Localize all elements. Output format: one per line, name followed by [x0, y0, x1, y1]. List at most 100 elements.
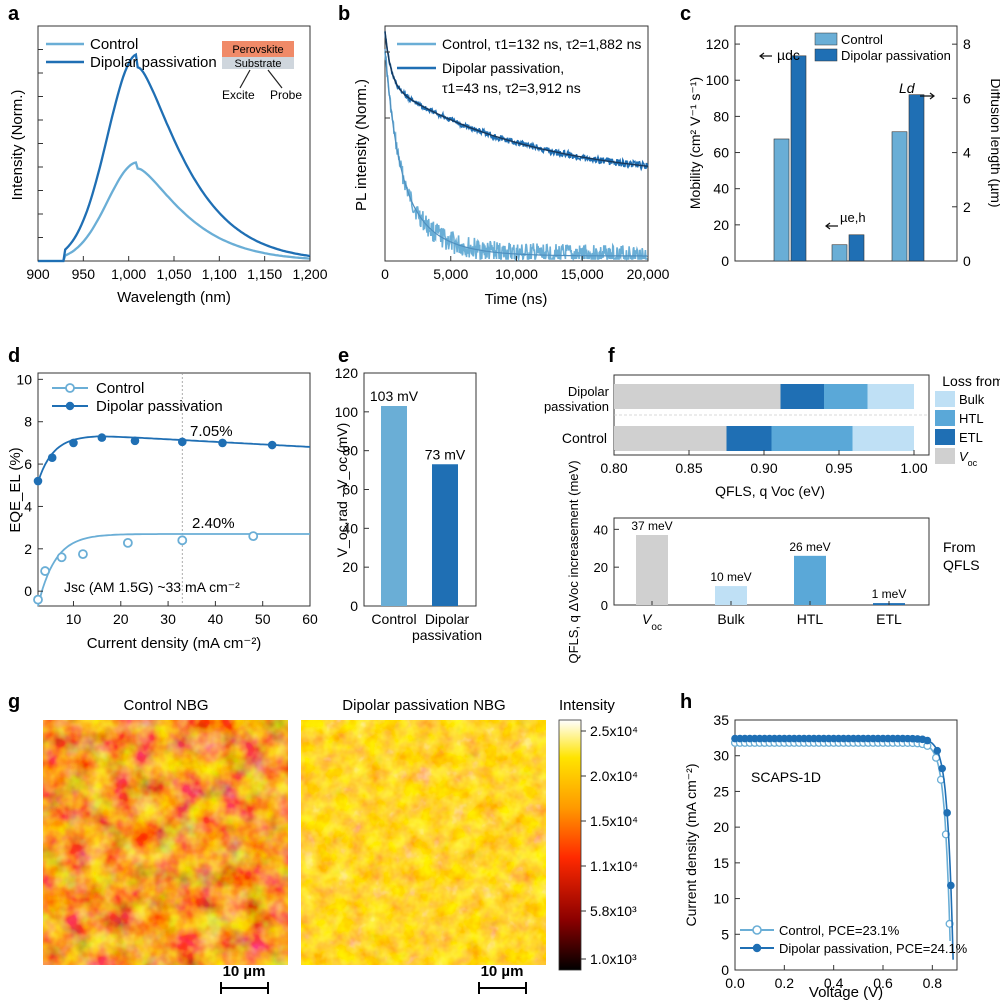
y-tick-label: 40 [713, 181, 729, 197]
x-tick-label: 50 [255, 611, 271, 627]
y-tick-label: 80 [713, 108, 729, 124]
annotation-dipolar-eqe: 7.05% [190, 423, 233, 440]
xlabel-d: Current density (mA cm⁻²) [87, 635, 262, 652]
x-tick-label: 0.4 [824, 975, 844, 991]
colorbar [558, 719, 582, 971]
y2-tick-label: 6 [963, 90, 971, 106]
x-tick-label: 1,100 [202, 266, 237, 282]
y-category-label: passivation [544, 399, 609, 414]
x-tick-label: 5,000 [433, 266, 468, 282]
bar-htl [794, 555, 826, 605]
y-tick-label: 0 [24, 583, 32, 599]
x-category-label: Control [371, 611, 416, 627]
annotation-jsc: Jsc (AM 1.5G) ~33 mA cm⁻² [64, 579, 240, 595]
x-tick-label: 1.00 [900, 460, 927, 476]
y-tick-label: 25 [713, 783, 729, 799]
bar-segment-htl [771, 426, 853, 451]
x-tick-label: 0.85 [675, 460, 702, 476]
x-tick-label: 0.95 [825, 460, 852, 476]
data-point-control [40, 566, 50, 576]
inset-perovskite-label: Perovskite [232, 44, 283, 56]
legend-swatch-htl [935, 410, 955, 426]
panel-d-plot: 10 20 30 40 50 60 0 2 4 6 8 10 Control Dipolar pass… [7, 371, 318, 652]
y-tick-label: 10 [16, 371, 32, 387]
panel-label-d: d [8, 345, 20, 367]
xlabel-f-top: QFLS, q Voc (eV) [715, 483, 825, 499]
data-point-dipolar [947, 881, 955, 890]
y-tick-label: 60 [342, 482, 358, 498]
y-tick-label: 20 [713, 819, 729, 835]
x-tick-label: 0.90 [750, 460, 777, 476]
legend-marker-control [752, 925, 762, 935]
xlabel-b: Time (ns) [485, 291, 548, 308]
bar-segment-voc [614, 426, 727, 451]
y-tick-label: 10 [713, 891, 729, 907]
bar-control [773, 138, 790, 262]
ylabel-a: Intensity (Norm.) [9, 90, 26, 201]
colorbar-tick-label: 1.5x10⁴ [590, 813, 638, 829]
y2-tick-label: 8 [963, 36, 971, 52]
excite-arrow-icon [239, 69, 251, 89]
fit-line-dipolar [384, 30, 649, 167]
legend-dipolar: Dipolar passivation, [442, 60, 564, 76]
legend-swatch-dipolar [814, 48, 838, 62]
data-point-dipolar [177, 437, 187, 447]
right-axis-arrow-icon [920, 92, 935, 100]
y-tick-label: 40 [594, 522, 608, 537]
y-tick-label: 35 [713, 712, 729, 728]
panel-label-g: g [8, 691, 20, 713]
xlabel-a: Wavelength (nm) [117, 289, 231, 306]
x-tick-label: 40 [208, 611, 224, 627]
data-label: 26 meV [789, 540, 830, 554]
x-category-label: Bulk [717, 611, 745, 627]
ylabel-f-bottom: QFLS, q ΔVoc increasement (meV) [566, 460, 581, 663]
data-point-dipolar [267, 440, 277, 450]
panel-label-e: e [338, 345, 349, 367]
y2-tick-label: 4 [963, 145, 971, 161]
legend-control: Control, PCE=23.1% [779, 923, 900, 938]
x-category-label: passivation [412, 627, 482, 643]
x-tick-label: 10 [66, 611, 82, 627]
x-tick-label: 1,200 [292, 266, 327, 282]
bar-bulk [715, 586, 747, 605]
bar-dipolar [790, 55, 807, 262]
data-point-dipolar [218, 438, 227, 448]
x-tick-label: 20,000 [627, 266, 670, 282]
legend-label: Voc [959, 449, 978, 468]
colorbar-tick-label: 2.5x10⁴ [590, 723, 638, 739]
y2-tick-label: 2 [963, 199, 971, 215]
inset-perovskite-layer [222, 41, 294, 57]
legend-swatch-control [814, 32, 838, 46]
legend-control: Control [90, 36, 138, 53]
x-tick-label: 30 [160, 611, 176, 627]
legend-dipolar-tau: τ1=43 ns, τ2=3,912 ns [442, 80, 581, 96]
legend-marker-control [65, 383, 75, 393]
colorbar-tick-label: 1.0x10³ [590, 951, 637, 967]
inset-substrate-label: Substrate [234, 58, 281, 70]
legend-dipolar: Dipolar passivation [841, 48, 951, 63]
x-tick-label: 0.2 [775, 975, 795, 991]
data-point-dipolar [933, 746, 942, 755]
bar-segment-bulk [852, 426, 914, 451]
colorbar-title: Intensity [559, 697, 615, 714]
data-point-dipolar [130, 436, 140, 446]
x-tick-label: 60 [302, 611, 318, 627]
legend-swatch-voc [935, 448, 955, 464]
legend-label: ETL [959, 430, 983, 445]
y2label-c: Diffusion length (µm) [988, 78, 1000, 207]
xlabel-h: Voltage (V) [809, 984, 883, 1001]
legend-control: Control, τ1=132 ns, τ2=1,882 ns [442, 36, 641, 52]
legend-title: Loss from [942, 373, 1000, 389]
inset-substrate-layer [222, 57, 294, 69]
panel-g-maps: Control NBG Dipolar passivation NBG 10 µ… [43, 697, 638, 994]
bar-dipolar [432, 464, 458, 606]
y2-tick-label: 0 [963, 253, 971, 269]
y-tick-label: 60 [713, 145, 729, 161]
data-point-control [33, 594, 43, 605]
panel-label-b: b [338, 3, 350, 25]
fit-line-control [384, 48, 648, 257]
side-label-from: From [943, 539, 976, 555]
annotation-scaps: SCAPS-1D [751, 769, 821, 785]
left-axis-arrow-icon [759, 52, 772, 60]
y-category-label: Dipolar [568, 384, 610, 399]
